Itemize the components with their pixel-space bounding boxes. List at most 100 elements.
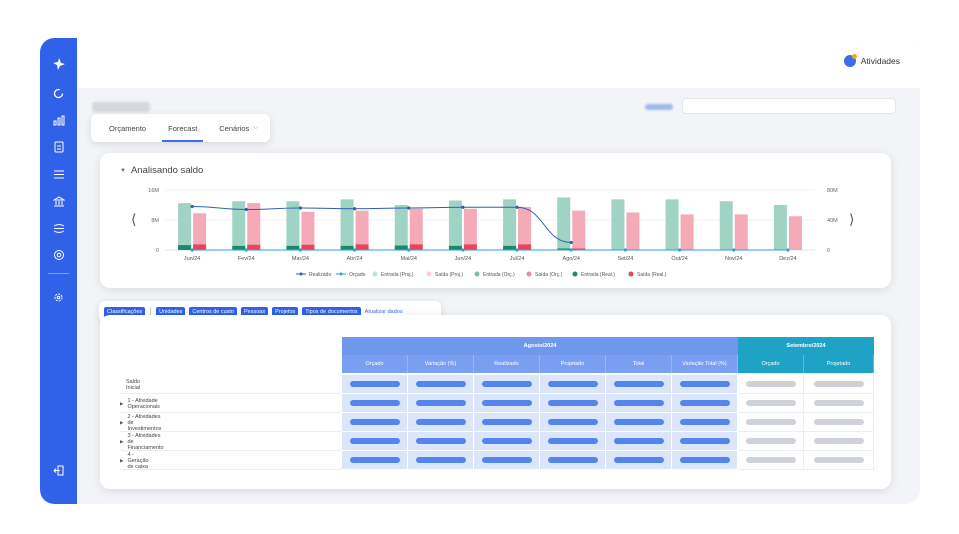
table-cell <box>342 394 408 413</box>
bar-saida-proj <box>301 211 315 250</box>
value-placeholder <box>745 457 796 463</box>
filter-chip-pessoas[interactable]: Pessoas <box>240 306 269 318</box>
table-row-label: Saldo Inicial <box>120 375 140 394</box>
column-header[interactable]: Total <box>606 355 672 373</box>
bank-icon[interactable] <box>48 192 69 210</box>
settings-group-icon[interactable] <box>48 246 69 264</box>
point-orçado <box>569 248 573 252</box>
table-row-label[interactable]: ▶ 3 - Atividades de Financiamento <box>120 432 164 451</box>
tab-orcamento[interactable]: Orçamento <box>109 123 147 133</box>
list-icon[interactable] <box>48 165 69 183</box>
legend-line-dot <box>339 272 343 276</box>
filter-chip-centros-de-custo[interactable]: Centros de custo <box>189 306 237 318</box>
x-tick-label: Abr/24 <box>346 256 362 262</box>
point-realizado <box>461 205 465 209</box>
refresh-data-link[interactable]: Atualizar dados <box>364 309 403 315</box>
document-icon[interactable] <box>48 138 69 156</box>
filter-chip-unidades[interactable]: Unidades <box>156 306 186 318</box>
x-tick-label: Mar/24 <box>292 256 309 262</box>
value-placeholder <box>349 381 400 387</box>
value-placeholder <box>745 438 796 444</box>
activities-button[interactable]: Atividades <box>843 54 900 67</box>
filter-chip-projetos[interactable]: Projetos <box>272 306 299 318</box>
table-row-label[interactable]: ▶ 4 - Geração de caixa <box>120 451 149 470</box>
background-header <box>92 96 896 120</box>
logout-icon[interactable] <box>48 461 69 479</box>
table-cell <box>738 394 804 413</box>
value-placeholder <box>481 457 532 463</box>
bar-entrada-proj <box>448 200 462 250</box>
tab-forecast[interactable]: Forecast <box>162 114 204 142</box>
table-cell <box>606 413 672 432</box>
y-left-tick-label: 0 <box>156 248 159 254</box>
filter-chip-tipos-de-documentos[interactable]: Tipos de documentos <box>302 306 361 318</box>
refresh-icon[interactable] <box>48 84 69 102</box>
expand-triangle-icon[interactable]: ▶ <box>120 457 124 463</box>
chart-section-header[interactable]: ▼ Analisando saldo <box>120 165 203 176</box>
bar-entrada-real <box>394 245 408 250</box>
bar-saida-real <box>409 244 423 250</box>
table-cell <box>474 451 540 470</box>
column-group-header: Setembro/2024 <box>738 337 874 355</box>
chart-next-arrow[interactable]: ⟩ <box>849 211 855 227</box>
column-header[interactable]: Projetado <box>540 355 606 373</box>
table-row-label[interactable]: ▶ 1 - Atividade Operacionais <box>120 394 160 413</box>
column-header[interactable]: Variação (%) <box>408 355 474 373</box>
filter-chip-classificacoes[interactable]: Classificações <box>104 306 146 318</box>
point-realizado <box>407 206 411 210</box>
exchange-icon[interactable] <box>48 219 69 237</box>
table-row-text: 3 - Atividades de Financiamento <box>127 432 164 451</box>
y-left-tick-label: 8M <box>151 218 159 224</box>
point-orçado <box>190 248 194 252</box>
bar-chart-icon[interactable] <box>48 111 69 129</box>
y-left-tick-label: 16M <box>148 188 159 194</box>
logo-icon[interactable] <box>48 55 69 73</box>
value-placeholder <box>745 419 796 425</box>
expand-triangle-icon[interactable]: ▶ <box>120 419 124 425</box>
chart-svg: 16M 8M 0 80M 40M 0 Jun/24 Fev/24 Mar/24 Abr/24 Mai… <box>148 188 838 278</box>
legend-line-dot <box>299 272 303 276</box>
column-header[interactable]: Realizado <box>474 355 540 373</box>
table-row-label[interactable]: ▶ 2 - Atividades de Investimentos <box>120 413 161 432</box>
table-cell <box>804 375 874 394</box>
value-placeholder <box>415 438 466 444</box>
table-cell <box>540 413 606 432</box>
value-placeholder <box>481 438 532 444</box>
expand-triangle-icon[interactable]: ▶ <box>120 400 124 406</box>
point-realizado <box>244 207 248 212</box>
legend-label: Entrada (Proj.) <box>381 272 414 278</box>
legend-label: Saída (Proj.) <box>435 272 463 278</box>
point-orçado <box>298 248 303 252</box>
bar-saida-proj <box>518 206 532 250</box>
bar-saida-real <box>193 244 207 250</box>
table-cell <box>342 375 408 394</box>
column-header[interactable]: Variação Total (%) <box>672 355 738 373</box>
table-cell <box>738 413 804 432</box>
bar-saida-proj <box>788 216 802 250</box>
value-placeholder <box>547 438 598 444</box>
gear-icon[interactable] <box>48 288 69 306</box>
column-header[interactable]: Orçado <box>342 355 408 373</box>
table-cell <box>672 394 738 413</box>
chart-prev-arrow[interactable]: ⟨ <box>131 211 137 227</box>
legend-label: Orçado <box>349 272 366 278</box>
bar-entrada-proj <box>665 199 679 250</box>
table-cell <box>672 432 738 451</box>
bar-entrada-proj <box>611 199 625 250</box>
expand-triangle-icon[interactable]: ▶ <box>120 438 124 444</box>
value-placeholder <box>813 381 864 387</box>
column-header[interactable]: Orçado <box>738 355 804 373</box>
tab-cenarios[interactable]: Cenários ⌵ <box>219 123 258 133</box>
column-header[interactable]: Projetado <box>804 355 874 373</box>
legend-dot <box>474 271 480 277</box>
value-placeholder <box>745 381 796 387</box>
y-right-tick-label: 80M <box>827 188 838 194</box>
row-divider <box>120 393 442 394</box>
collapse-triangle-icon: ▼ <box>120 167 126 174</box>
value-placeholder <box>613 381 664 387</box>
page-title-placeholder <box>92 102 150 112</box>
value-placeholder <box>547 457 598 463</box>
point-orçado <box>623 248 628 252</box>
value-placeholder <box>679 400 730 406</box>
value-placeholder <box>613 457 664 463</box>
